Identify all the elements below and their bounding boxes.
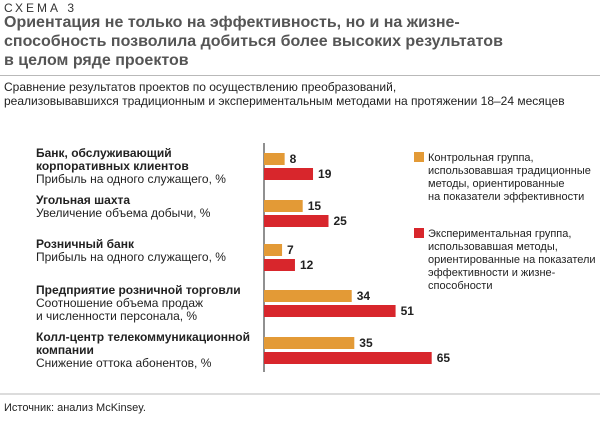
- bar-value-label: 15: [308, 199, 322, 213]
- legend-label: эффективности и жизне-: [428, 267, 556, 279]
- title-line: Ориентация не только на эффективность, н…: [4, 14, 460, 31]
- bar: [264, 244, 283, 256]
- legend-label: способности: [428, 280, 493, 292]
- bar: [264, 259, 295, 271]
- category-label: Розничный банк: [36, 237, 135, 251]
- category-label: корпоративных клиентов: [36, 159, 189, 173]
- legend-swatch: [414, 228, 424, 238]
- legend-label: на показатели эффективности: [428, 191, 584, 203]
- legend-label: использовавшая традиционные: [428, 165, 591, 177]
- bar: [264, 215, 329, 227]
- bar: [264, 352, 432, 364]
- source-note: Источник: анализ McKinsey.: [4, 402, 146, 414]
- category-metric-label: Увеличение объема добычи, %: [36, 206, 211, 220]
- category-metric-label: и численности персонала, %: [36, 309, 197, 323]
- bar-value-label: 8: [290, 152, 297, 166]
- title-line: способность позволила добиться более выс…: [4, 33, 503, 50]
- legend-label: ориентированные на показатели: [428, 254, 596, 266]
- bar: [264, 305, 396, 317]
- category-metric-label: Прибыль на одного служащего, %: [36, 250, 226, 264]
- bar-value-label: 34: [357, 289, 371, 303]
- bar-value-label: 12: [300, 258, 314, 272]
- bar: [264, 337, 355, 349]
- chart-subtitle: Сравнение результатов проектов по осущес…: [4, 80, 596, 108]
- bar: [264, 290, 352, 302]
- category-metric-label: Соотношение объема продаж: [36, 296, 203, 310]
- bar: [264, 200, 303, 212]
- bar: [264, 153, 285, 165]
- bar-value-label: 7: [287, 243, 294, 257]
- legend-swatch: [414, 152, 424, 162]
- category-metric-label: Снижение оттока абонентов, %: [36, 356, 212, 370]
- schema-label: СХЕМА 3: [4, 1, 78, 15]
- bar-value-label: 19: [318, 167, 332, 181]
- legend-label: методы, ориентированные: [428, 178, 565, 190]
- bar-value-label: 25: [334, 214, 348, 228]
- legend-label: Экспериментальная группа,: [428, 228, 571, 240]
- title-divider: [0, 75, 600, 76]
- bar-value-label: 35: [359, 336, 373, 350]
- category-label: компании: [36, 343, 94, 357]
- legend-label: Контрольная группа,: [428, 152, 534, 164]
- category-metric-label: Прибыль на одного служащего, %: [36, 172, 226, 186]
- category-label: Предприятие розничной торговли: [36, 283, 241, 297]
- bar-value-label: 65: [437, 351, 451, 365]
- category-label: Угольная шахта: [36, 193, 130, 207]
- bar: [264, 168, 314, 180]
- bar-value-label: 51: [401, 304, 415, 318]
- subtitle-line: реализовывавшихся традиционным и экспери…: [4, 94, 565, 108]
- category-label: Колл-центр телекоммуникационной: [36, 330, 250, 344]
- category-label: Банк, обслуживающий: [36, 146, 172, 160]
- title-line: в целом ряде проектов: [4, 52, 189, 69]
- chart-title: Ориентация не только на эффективность, н…: [4, 13, 594, 70]
- legend-label: использовавшая методы,: [428, 241, 558, 253]
- subtitle-line: Сравнение результатов проектов по осущес…: [4, 80, 397, 94]
